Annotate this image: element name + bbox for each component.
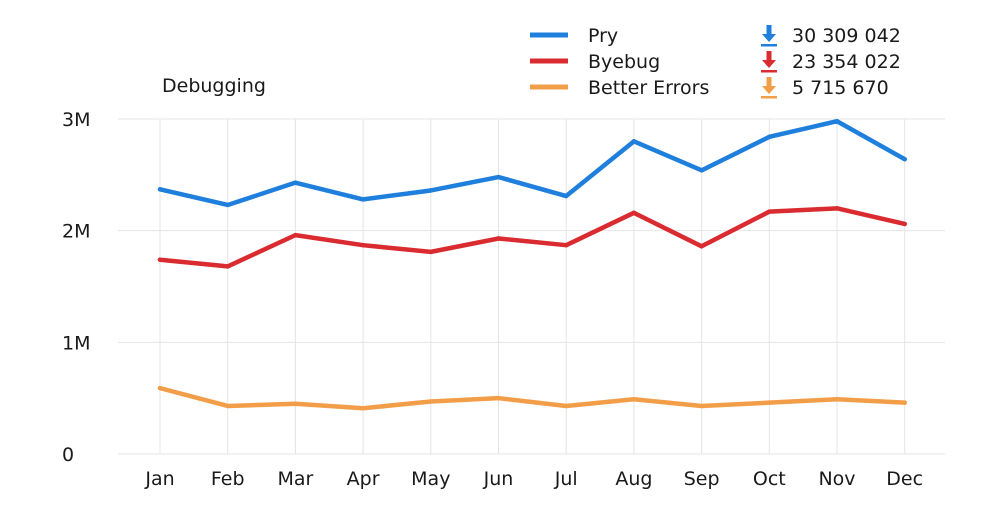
data-point bbox=[496, 236, 501, 241]
x-tick-label: Apr bbox=[347, 468, 380, 490]
data-point bbox=[699, 244, 704, 249]
y-tick-label: 0 bbox=[62, 444, 74, 466]
legend-item: Pry 30 309 042 bbox=[530, 25, 901, 47]
data-point bbox=[699, 403, 704, 409]
chart-title: Debugging bbox=[162, 75, 266, 97]
data-point bbox=[564, 403, 569, 409]
series-lines bbox=[157, 118, 907, 411]
data-point bbox=[157, 257, 163, 262]
data-point bbox=[225, 403, 230, 409]
x-tick-label: Nov bbox=[818, 468, 855, 490]
data-point bbox=[834, 397, 840, 402]
legend-label: Pry bbox=[588, 25, 618, 47]
x-tick-label: Jun bbox=[483, 468, 514, 490]
y-tick-label: 2M bbox=[62, 221, 90, 243]
data-point bbox=[631, 210, 637, 215]
axes: 0 1M 2M 3M Jan Feb Mar Apr May Jun Jul Aug Sep Oct Nov… bbox=[62, 109, 923, 490]
data-point bbox=[767, 400, 772, 405]
series-line bbox=[157, 206, 907, 269]
data-point bbox=[496, 395, 501, 401]
data-point bbox=[157, 187, 163, 192]
legend-total: 5 715 670 bbox=[792, 77, 889, 99]
y-tick-label: 3M bbox=[62, 109, 90, 131]
data-point bbox=[496, 174, 501, 180]
x-tick-label: Feb bbox=[211, 468, 245, 490]
x-tick-label: Aug bbox=[615, 468, 652, 490]
data-point bbox=[428, 188, 433, 193]
series-byebug bbox=[157, 206, 907, 269]
data-point bbox=[360, 406, 366, 411]
data-point bbox=[834, 206, 840, 211]
data-point bbox=[428, 249, 433, 255]
legend-total: 23 354 022 bbox=[792, 51, 901, 73]
x-tick-label: Jan bbox=[144, 468, 174, 490]
data-point bbox=[631, 139, 637, 144]
grid bbox=[118, 118, 945, 455]
data-point bbox=[564, 242, 569, 248]
x-tick-label: Jul bbox=[554, 468, 578, 490]
legend-item: Byebug 23 354 022 bbox=[530, 51, 901, 73]
legend-label: Better Errors bbox=[588, 77, 709, 99]
x-tick-label: Dec bbox=[886, 468, 923, 490]
data-point bbox=[902, 400, 907, 405]
legend: Pry 30 309 042 Byebug 23 354 022 Better Erro… bbox=[530, 25, 901, 99]
download-icon bbox=[761, 25, 777, 47]
x-tick-label: Sep bbox=[684, 468, 720, 490]
data-point bbox=[767, 209, 772, 214]
data-point bbox=[699, 168, 704, 173]
data-point bbox=[902, 157, 907, 162]
legend-total: 30 309 042 bbox=[792, 25, 901, 47]
series-line bbox=[157, 118, 907, 208]
series-line bbox=[157, 385, 907, 411]
data-point bbox=[767, 134, 772, 140]
data-point bbox=[225, 202, 230, 208]
data-point bbox=[428, 399, 433, 404]
data-point bbox=[360, 242, 366, 248]
legend-label: Byebug bbox=[588, 51, 660, 73]
x-tick-label: Oct bbox=[753, 468, 786, 490]
data-point bbox=[360, 197, 366, 202]
legend-item: Better Errors 5 715 670 bbox=[530, 77, 889, 99]
data-point bbox=[631, 397, 637, 402]
data-point bbox=[564, 193, 569, 199]
x-tick-label: May bbox=[411, 468, 450, 490]
y-tick-label: 1M bbox=[62, 332, 90, 354]
download-icon bbox=[761, 51, 777, 73]
data-point bbox=[834, 119, 840, 124]
data-point bbox=[293, 180, 298, 185]
series-better-errors bbox=[157, 385, 907, 411]
data-point bbox=[293, 232, 298, 238]
series-pry bbox=[157, 118, 907, 208]
data-point bbox=[293, 401, 298, 406]
x-tick-label: Mar bbox=[277, 468, 313, 490]
download-icon bbox=[761, 77, 777, 99]
data-point bbox=[157, 385, 163, 391]
data-point bbox=[225, 264, 230, 269]
data-point bbox=[902, 221, 907, 227]
